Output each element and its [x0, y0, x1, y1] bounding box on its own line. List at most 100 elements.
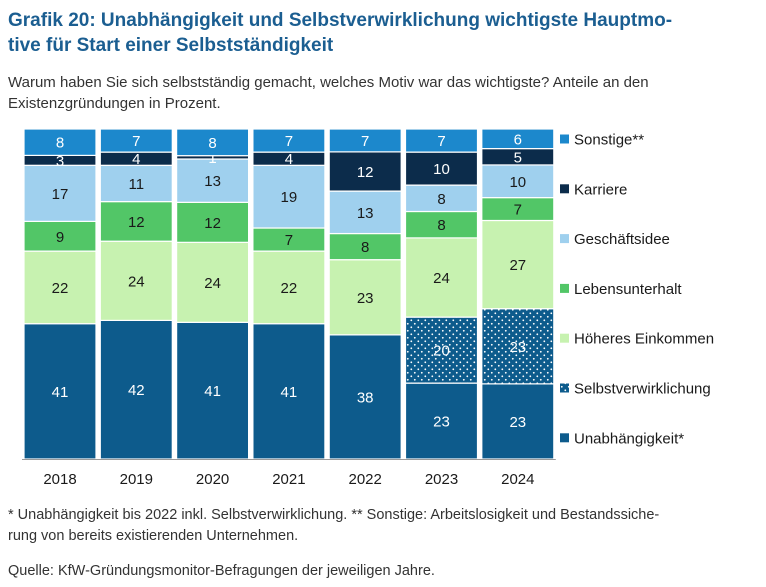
x-tick-label-2020: 2020: [196, 471, 229, 488]
footnote-line-1: * Unabhängigkeit bis 2022 inkl. Selbstve…: [8, 507, 660, 523]
data-label-geschäftsidee-2018: 17: [52, 186, 69, 203]
data-label-geschäftsidee-2022: 13: [357, 205, 374, 222]
legend-swatch-höheres-einkommen: [560, 333, 569, 343]
legend-label-unabhängigkeit: Unabhängigkeit*: [574, 430, 684, 447]
data-label-sonstige-2018: 8: [56, 135, 64, 152]
data-label-höheres-einkommen-2018: 22: [52, 280, 69, 297]
bar-segment-unabhängigkeit-2020: [176, 321, 250, 460]
bar-segment-geschäftsidee-2020: [176, 158, 250, 203]
bar-segment-lebensunterhalt-2020: [176, 201, 250, 243]
chart-title: Grafik 20: Unabhängigkeit und Selbstverw…: [8, 8, 753, 58]
bar-segment-sonstige-2021: [252, 128, 326, 153]
data-label-selbstverwirklichung-2023: 20: [433, 343, 450, 360]
bar-segment-höheres-einkommen-2020: [176, 241, 250, 323]
data-label-unabhängigkeit-2024: 23: [509, 414, 526, 431]
legend: Sonstige** Karriere Geschäftsidee Lebensunt…: [560, 132, 714, 447]
data-label-karriere-2018: 3: [56, 153, 64, 170]
bar-segment-geschäftsidee-2019: [99, 164, 173, 203]
bar-segment-geschäftsidee-2018: [23, 164, 97, 223]
legend-label-selbstverwirklichung: Selbstverwirklichung: [574, 381, 711, 398]
legend-swatch-unabhängigkeit: [560, 433, 569, 443]
data-label-höheres-einkommen-2021: 22: [281, 280, 298, 297]
bar-segment-unabhängigkeit-2019: [99, 319, 173, 460]
bar-segment-lebensunterhalt-2018: [23, 220, 97, 252]
legend-label-karriere: Karriere: [574, 181, 627, 198]
bar-segment-geschäftsidee-2022: [328, 190, 402, 235]
bar-segment-unabhängigkeit-2021: [252, 323, 326, 460]
chart-title-line-1: Grafik 20: Unabhängigkeit und Selbstverw…: [8, 10, 673, 31]
data-label-geschäftsidee-2024: 10: [509, 174, 526, 191]
x-axis: 2018 2019 2020 2021 2022 2023 2024: [22, 459, 556, 488]
legend-swatch-geschäftsidee: [560, 234, 569, 244]
x-tick-label-2021: 2021: [272, 471, 305, 488]
bar-segment-karriere-2022: [328, 151, 402, 192]
bar-segment-sonstige-2023: [404, 128, 479, 153]
data-label-karriere-2022: 12: [357, 164, 374, 181]
data-label-karriere-2019: 4: [132, 151, 140, 168]
data-label-geschäftsidee-2019: 11: [129, 176, 145, 193]
data-label-selbstverwirklichung-2024: 23: [509, 339, 526, 356]
data-label-karriere-2020: 1: [208, 150, 216, 167]
data-label-unabhängigkeit-2019: 42: [128, 382, 145, 399]
legend-label-lebensunterhalt: Lebensunterhalt: [574, 281, 682, 298]
bar-segment-sonstige-2022: [328, 128, 402, 153]
bar-segment-höheres-einkommen-2023: [404, 237, 479, 318]
x-tick-label-2018: 2018: [43, 471, 76, 488]
footnote-line-2: rung von bereits existierenden Unternehm…: [8, 528, 299, 544]
data-label-karriere-2021: 4: [285, 151, 293, 168]
data-label-höheres-einkommen-2024: 27: [509, 257, 526, 274]
data-label-geschäftsidee-2021: 19: [281, 189, 298, 206]
data-label-sonstige-2024: 6: [514, 131, 522, 148]
bar-segment-höheres-einkommen-2018: [23, 250, 97, 325]
data-label-höheres-einkommen-2019: 24: [128, 273, 145, 290]
legend-swatch-karriere: [560, 184, 569, 194]
data-label-lebensunterhalt-2018: 9: [56, 229, 64, 246]
legend-label-sonstige: Sonstige**: [574, 132, 644, 149]
data-label-höheres-einkommen-2020: 24: [204, 275, 221, 292]
data-label-unabhängigkeit-2020: 41: [204, 383, 221, 400]
stacked-bar-chart: 4122917384224121147412412131841227194738…: [22, 128, 714, 488]
bar-segment-geschäftsidee-2021: [252, 164, 326, 229]
data-label-lebensunterhalt-2022: 8: [361, 239, 369, 256]
bar-segment-höheres-einkommen-2022: [328, 259, 402, 336]
data-label-unabhängigkeit-2018: 41: [52, 384, 69, 401]
x-tick-label-2022: 2022: [349, 471, 382, 488]
bar-segment-unabhängigkeit-2023: [404, 382, 479, 460]
bar-segment-höheres-einkommen-2019: [99, 240, 173, 321]
bar-segment-höheres-einkommen-2021: [252, 250, 326, 325]
bar-segment-sonstige-2018: [23, 128, 97, 156]
source-note: Quelle: KfW-Gründungsmonitor-Befragungen…: [8, 563, 435, 579]
bar-segment-lebensunterhalt-2019: [99, 201, 173, 242]
data-label-karriere-2023: 10: [433, 161, 450, 178]
data-label-geschäftsidee-2023: 8: [437, 191, 445, 208]
bar-segment-selbstverwirklichung-2024: [481, 308, 555, 385]
bar-segment-unabhängigkeit-2024: [481, 383, 555, 460]
data-label-lebensunterhalt-2024: 7: [514, 202, 522, 219]
data-label-höheres-einkommen-2022: 23: [357, 290, 374, 307]
legend-label-höheres-einkommen: Höheres Einkommen: [574, 331, 714, 348]
data-label-lebensunterhalt-2020: 12: [204, 215, 221, 232]
bar-segment-sonstige-2024: [481, 128, 555, 150]
data-label-sonstige-2022: 7: [361, 133, 369, 150]
data-label-lebensunterhalt-2023: 8: [437, 217, 445, 234]
x-tick-label-2023: 2023: [425, 471, 458, 488]
data-label-geschäftsidee-2020: 13: [204, 173, 221, 190]
data-label-sonstige-2019: 7: [132, 133, 140, 150]
bar-segment-unabhängigkeit-2018: [23, 323, 97, 460]
legend-label-geschäftsidee: Geschäftsidee: [574, 231, 670, 248]
data-label-lebensunterhalt-2021: 7: [285, 232, 293, 249]
legend-swatch-lebensunterhalt: [560, 283, 569, 293]
data-label-unabhängigkeit-2023: 23: [433, 414, 450, 431]
legend-swatch-sonstige: [560, 134, 569, 144]
data-label-sonstige-2020: 8: [208, 135, 216, 152]
data-label-unabhängigkeit-2021: 41: [281, 384, 298, 401]
bar-segment-selbstverwirklichung-2023: [404, 316, 479, 384]
bars-group: 4122917384224121147412412131841227194738…: [23, 128, 555, 460]
footnote: * Unabhängigkeit bis 2022 inkl. Selbstve…: [8, 505, 756, 547]
x-tick-label-2024: 2024: [501, 471, 534, 488]
bar-segment-sonstige-2019: [99, 128, 173, 153]
x-tick-label-2019: 2019: [120, 471, 153, 488]
data-label-karriere-2024: 5: [514, 149, 522, 166]
chart-title-line-2: tive für Start einer Selbstständigkeit: [8, 35, 334, 56]
data-label-lebensunterhalt-2019: 12: [128, 214, 145, 231]
